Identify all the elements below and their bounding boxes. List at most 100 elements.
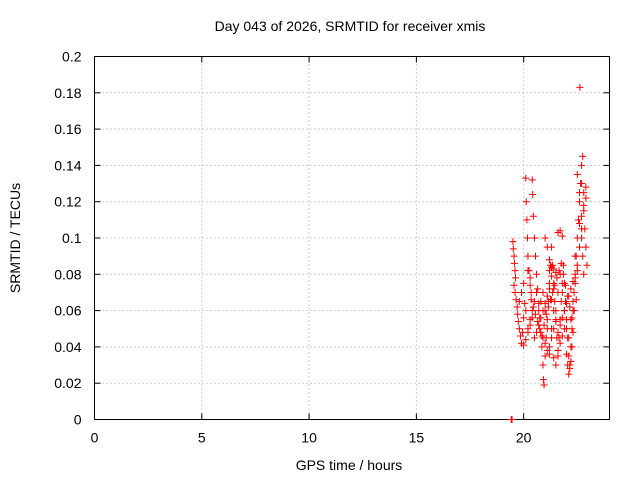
data-point <box>526 274 534 282</box>
data-point <box>575 189 583 197</box>
data-point <box>565 334 573 342</box>
data-point <box>541 339 549 347</box>
data-point <box>533 328 541 336</box>
y-axis-ticks: 0 0.02 0.04 0.06 0.08 0.1 0.12 0.14 0.16 0.18 0.2 <box>54 49 610 428</box>
data-point <box>558 232 566 240</box>
x-axis-ticks: 0 5 10 15 20 <box>91 56 532 446</box>
data-point <box>538 332 546 340</box>
data-point <box>571 274 579 282</box>
data-point <box>569 328 577 336</box>
grid <box>94 56 610 420</box>
data-point <box>578 212 586 220</box>
data-point <box>539 288 547 296</box>
data-point <box>539 376 547 384</box>
data-point <box>562 281 570 289</box>
data-point <box>529 190 537 198</box>
data-point <box>557 259 565 267</box>
data-point <box>551 281 559 289</box>
data-point <box>510 281 518 289</box>
data-point <box>510 252 518 260</box>
data-point <box>579 252 587 260</box>
chart-title: Day 043 of 2026, SRMTID for receiver xmi… <box>214 18 486 34</box>
data-point <box>572 296 580 304</box>
data-point <box>527 296 535 304</box>
data-point <box>565 292 573 300</box>
data-point <box>556 227 564 235</box>
data-point <box>531 252 539 260</box>
data-point <box>543 347 551 355</box>
y-tick-label: 0.2 <box>62 49 82 65</box>
data-point <box>578 225 586 233</box>
data-point <box>567 316 575 324</box>
data-point <box>568 343 576 351</box>
data-point <box>543 316 551 324</box>
data-point <box>566 303 574 311</box>
data-point <box>565 370 573 378</box>
data-point <box>528 307 536 315</box>
data-point <box>545 350 553 358</box>
data-point <box>571 252 579 260</box>
data-point <box>582 243 590 251</box>
y-tick-label: 0.12 <box>54 194 81 210</box>
data-point <box>524 234 532 242</box>
data-point <box>529 303 537 311</box>
data-point <box>548 296 556 304</box>
data-point <box>518 288 526 296</box>
y-tick-label: 0.06 <box>54 303 81 319</box>
data-point <box>541 352 549 360</box>
data-point <box>569 278 577 286</box>
data-point <box>579 152 587 160</box>
data-point <box>573 170 581 178</box>
data-point <box>555 334 563 342</box>
data-point <box>536 325 544 333</box>
data-point <box>545 256 553 264</box>
data-point <box>523 216 531 224</box>
data-point <box>551 298 559 306</box>
data-point <box>520 279 528 287</box>
data-point <box>515 325 523 333</box>
data-point <box>549 261 557 269</box>
data-point <box>567 285 575 293</box>
x-tick-label: 10 <box>301 430 317 446</box>
data-point <box>515 298 523 306</box>
data-point <box>543 292 551 300</box>
data-point <box>524 267 532 275</box>
x-tick-label: 15 <box>409 430 425 446</box>
data-point <box>522 307 530 315</box>
data-point <box>538 343 546 351</box>
data-point <box>512 296 520 304</box>
data-point <box>576 83 584 91</box>
data-point <box>548 334 556 342</box>
data-point <box>554 328 562 336</box>
data-point <box>522 198 530 206</box>
data-point <box>578 180 586 188</box>
data-point <box>543 243 551 251</box>
data-point <box>570 288 578 296</box>
y-tick-label: 0.04 <box>54 339 81 355</box>
data-point <box>531 310 539 318</box>
y-tick-label: 0.02 <box>54 375 81 391</box>
data-point <box>558 332 566 340</box>
data-point <box>528 314 536 322</box>
data-point <box>508 416 516 423</box>
data-point <box>560 307 568 315</box>
data-point <box>563 350 571 358</box>
data-point <box>516 332 524 340</box>
data-point <box>530 234 538 242</box>
data-point <box>560 279 568 287</box>
data-point <box>582 183 590 191</box>
data-point <box>578 161 586 169</box>
data-point <box>512 274 520 282</box>
data-point <box>533 270 541 278</box>
data-point <box>545 343 553 351</box>
data-point <box>550 354 558 362</box>
data-point <box>510 259 518 267</box>
y-tick-label: 0.1 <box>62 230 82 246</box>
data-point <box>554 347 562 355</box>
data-point <box>514 310 522 318</box>
data-point <box>539 361 547 369</box>
y-tick-label: 0.18 <box>54 85 81 101</box>
data-point <box>524 252 532 260</box>
data-point <box>527 288 535 296</box>
data-point <box>552 317 560 325</box>
